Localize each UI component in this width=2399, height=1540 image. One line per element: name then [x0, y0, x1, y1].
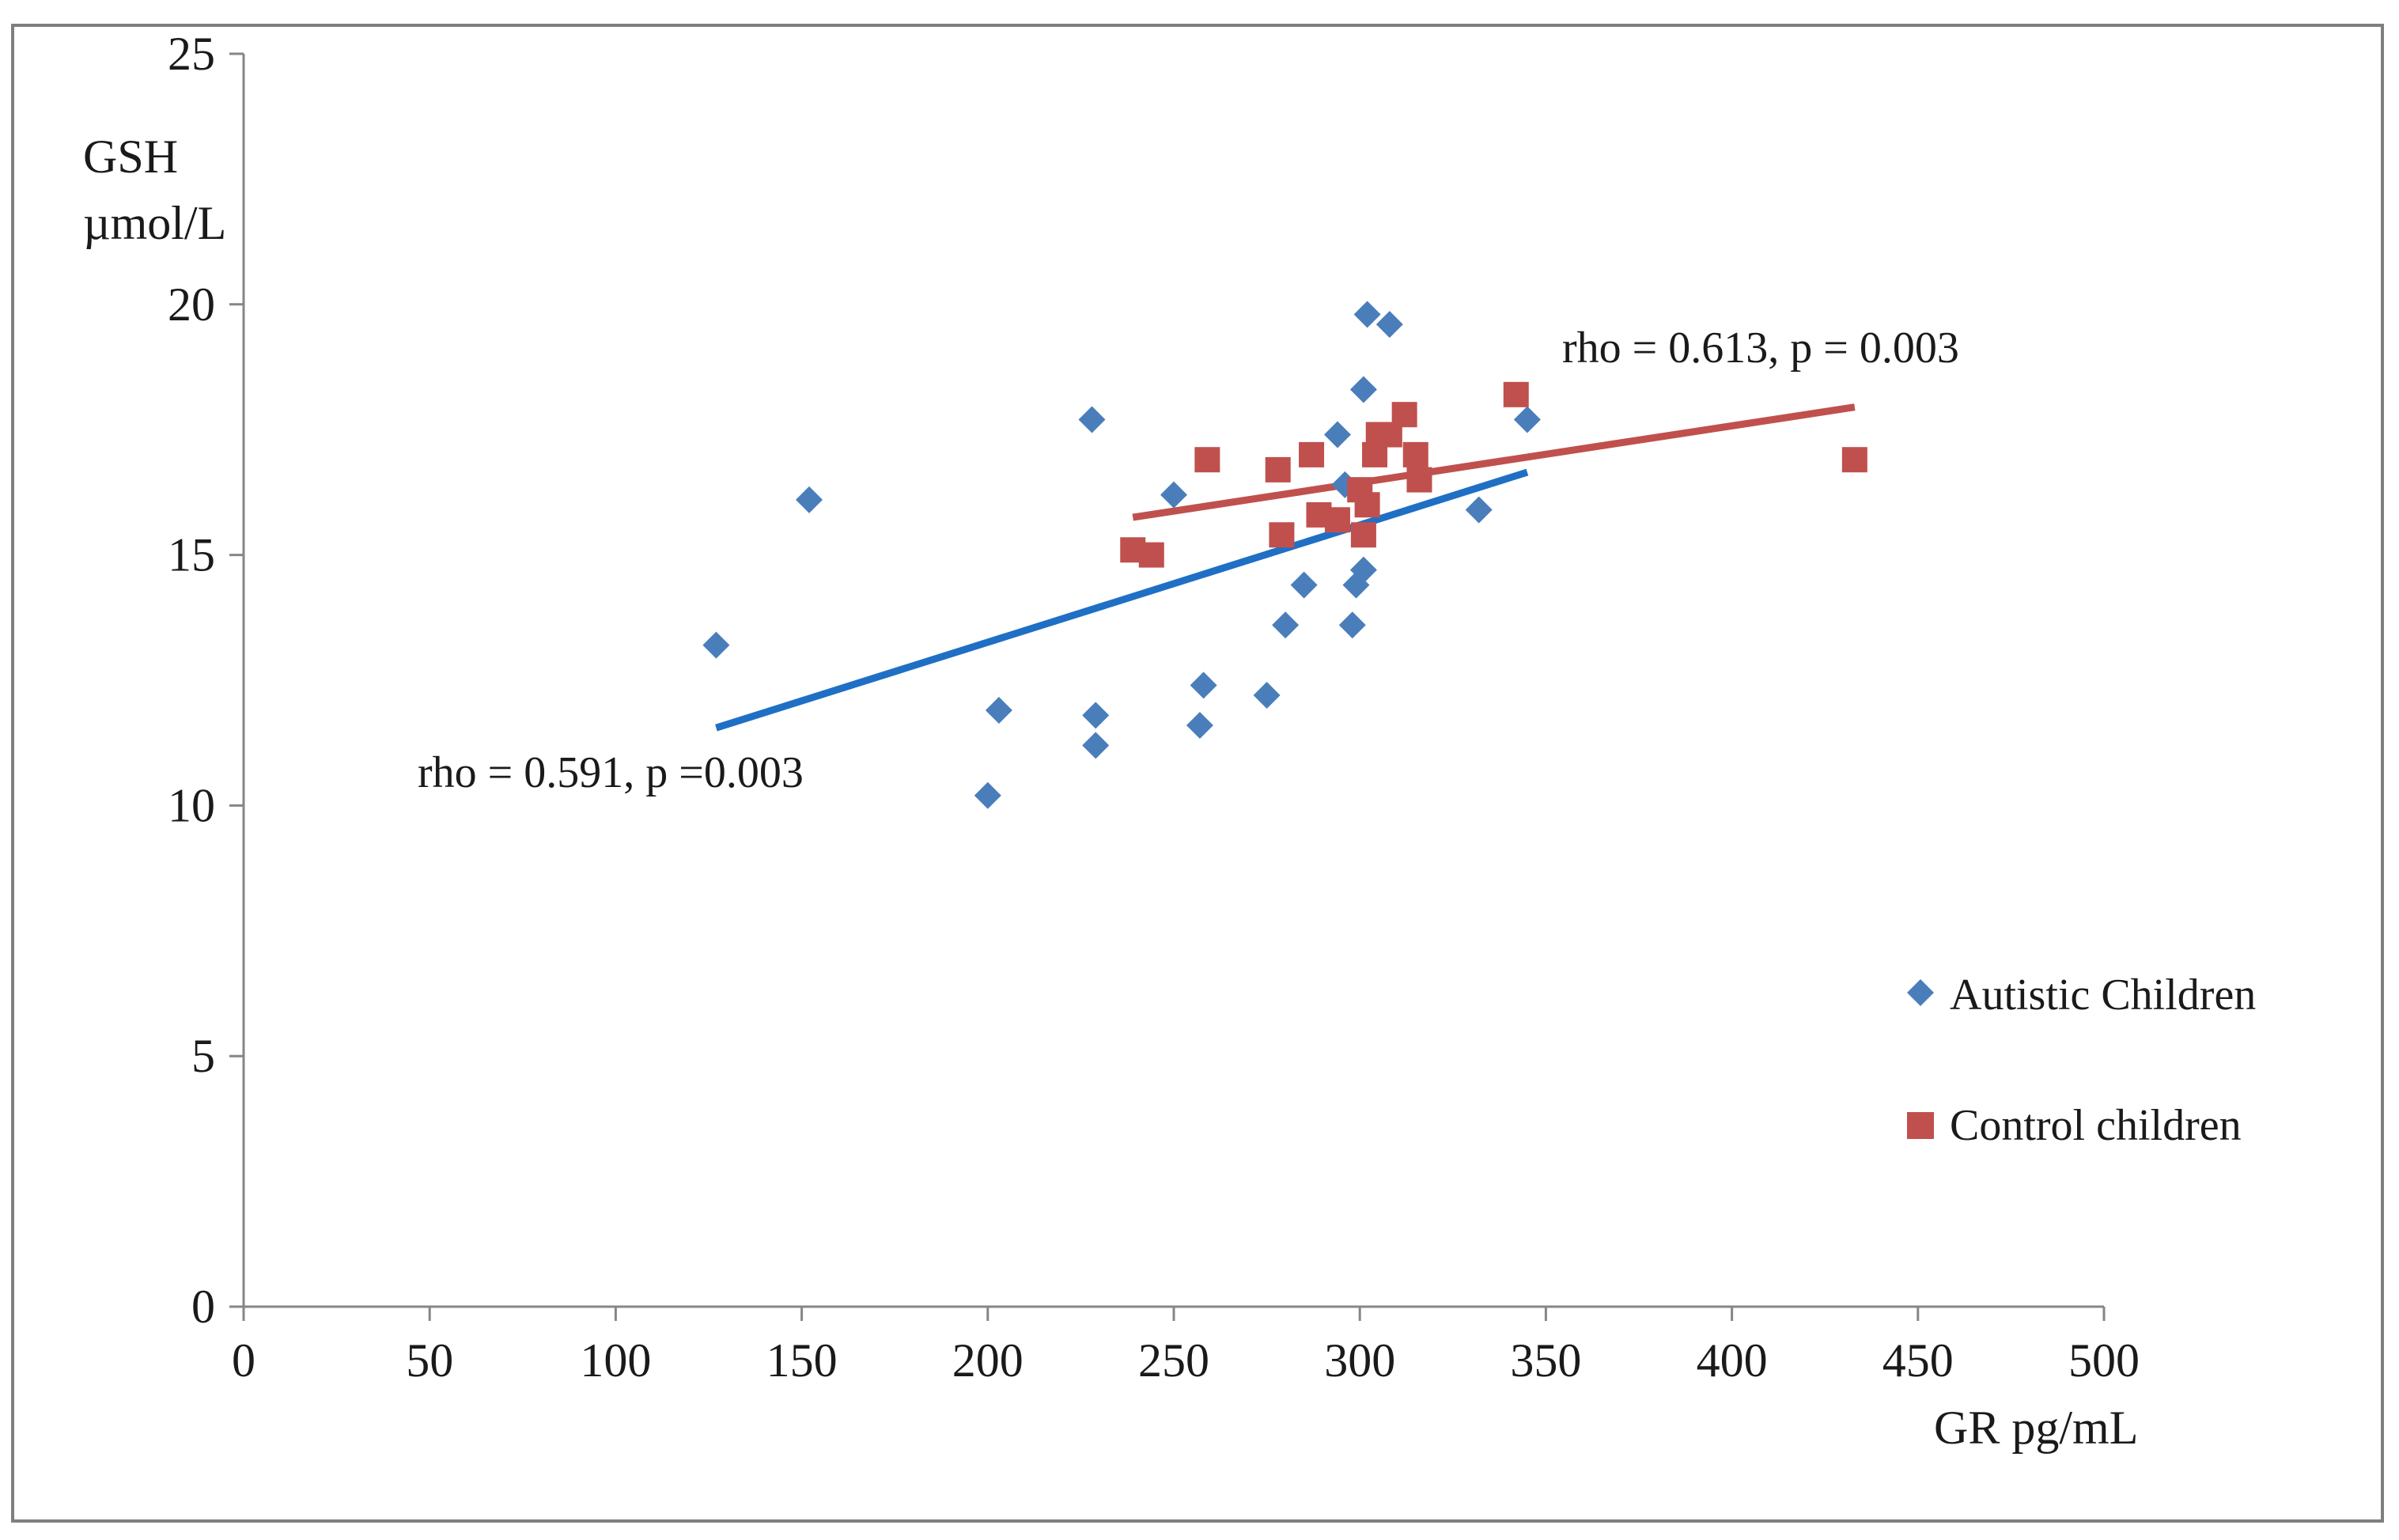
x-axis-label: GR pg/mL: [1934, 1402, 2138, 1454]
legend-marker-control: [1907, 1112, 1934, 1139]
autistic-data-point: [1513, 406, 1541, 433]
autistic-trendline: [715, 468, 1529, 732]
autistic-correlation-annotation: rho = 0.591, p =0.003: [418, 748, 804, 797]
x-tick-label: 350: [1510, 1334, 1581, 1387]
x-tick-label: 200: [952, 1334, 1024, 1387]
autistic-data-point: [1323, 421, 1351, 448]
control-data-point: [1354, 492, 1380, 518]
autistic-data-point: [1253, 682, 1281, 709]
autistic-data-point: [1190, 672, 1217, 699]
y-tick-label: 5: [191, 1030, 215, 1082]
autistic-data-point: [1353, 301, 1381, 328]
y-axis-label-line2: µmol/L: [83, 197, 226, 249]
autistic-data-point: [974, 781, 1001, 809]
chart-labels: GSH µmol/L GR pg/mL rho = 0.591, p =0.00…: [83, 131, 2138, 1454]
chart-frame: [11, 24, 2384, 1523]
autistic-data-point: [1078, 406, 1106, 433]
trendlines: [715, 403, 1856, 732]
autistic-data-point: [1290, 571, 1318, 599]
y-axis-label-line1: GSH: [83, 131, 178, 183]
legend-label-control: Control children: [1950, 1101, 2242, 1150]
x-tick-label: 250: [1138, 1334, 1209, 1387]
x-tick-label: 300: [1324, 1334, 1395, 1387]
control-data-point: [1299, 441, 1325, 467]
y-tick-label: 20: [168, 278, 215, 331]
autistic-data-point: [1375, 311, 1403, 339]
y-tick-label: 0: [191, 1281, 215, 1333]
y-tick-label: 10: [168, 779, 215, 831]
control-data-point: [1194, 447, 1220, 473]
data-points: [702, 301, 1867, 809]
control-trendline: [1132, 403, 1856, 521]
autistic-data-point: [1338, 611, 1366, 639]
control-data-point: [1350, 522, 1376, 548]
autistic-data-point: [1272, 611, 1300, 639]
y-tick-label: 15: [168, 529, 215, 581]
autistic-data-point: [1349, 376, 1377, 403]
legend-marker-autistic: [1907, 979, 1934, 1006]
control-data-point: [1406, 467, 1432, 493]
control-data-point: [1324, 507, 1350, 533]
autistic-data-point: [1186, 712, 1213, 740]
autistic-data-point: [1349, 556, 1377, 584]
autistic-data-point: [702, 631, 730, 659]
legend-label-autistic: Autistic Children: [1950, 971, 2256, 1020]
control-data-point: [1503, 381, 1529, 407]
x-tick-label: 50: [406, 1334, 453, 1387]
autistic-data-point: [1160, 481, 1187, 509]
x-tick-label: 400: [1697, 1334, 1768, 1387]
control-data-point: [1402, 441, 1428, 467]
x-tick-label: 100: [580, 1334, 651, 1387]
autistic-data-point: [796, 486, 823, 513]
control-data-point: [1265, 456, 1291, 482]
x-tick-label: 500: [2068, 1334, 2140, 1387]
autistic-data-point: [1082, 732, 1110, 759]
autistic-data-point: [1082, 702, 1110, 729]
legend: Autistic Children Control children: [1907, 971, 2256, 1150]
x-tick-label: 450: [1882, 1334, 1954, 1387]
control-data-point: [1138, 542, 1164, 568]
y-tick-label: 25: [168, 28, 215, 80]
autistic-data-point: [985, 697, 1012, 725]
control-correlation-annotation: rho = 0.613, p = 0.003: [1562, 324, 1959, 373]
x-tick-label: 0: [232, 1334, 255, 1387]
control-data-point: [1391, 402, 1417, 428]
control-data-point: [1269, 522, 1295, 548]
x-tick-label: 150: [766, 1334, 838, 1387]
control-data-point: [1841, 447, 1867, 473]
autistic-data-point: [1465, 496, 1493, 524]
